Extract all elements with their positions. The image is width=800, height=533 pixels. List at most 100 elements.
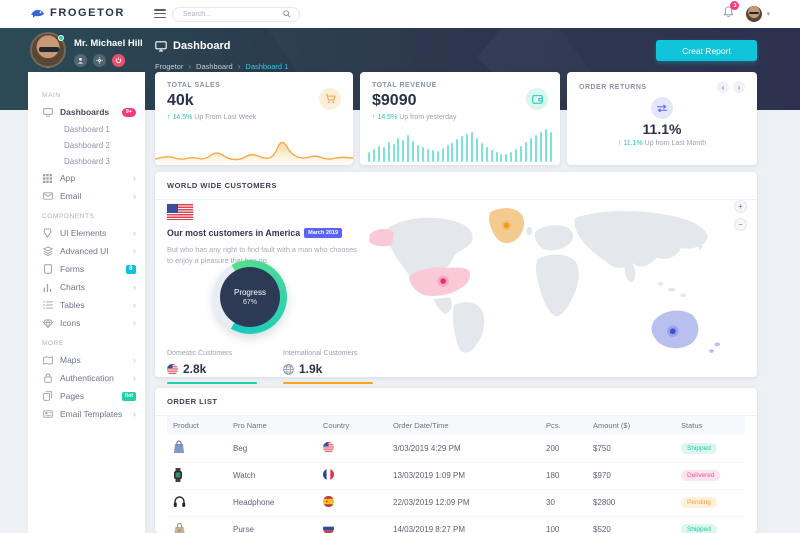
sidebar-item-dashboard-2[interactable]: Dashboard 2 (64, 140, 110, 150)
search-icon (283, 10, 291, 18)
column-header: Pcs. (544, 416, 591, 435)
order-amount: $970 (591, 462, 679, 490)
prev-button[interactable]: ‹ (717, 81, 729, 93)
order-date: 14/03/2019 8:27 PM (391, 516, 544, 533)
world-wide-customers-card: WORLD WIDE CUSTOMERS Our most customers … (155, 172, 757, 384)
chevron-right-icon: › (133, 317, 136, 328)
chevron-down-icon: ▾ (766, 11, 770, 18)
next-button[interactable]: › (733, 81, 745, 93)
table-row[interactable]: Watch 13/03/2019 1:09 PM 180 $970 Delive… (167, 462, 745, 490)
sidebar-item-ui-elements[interactable]: UI Elements › (28, 224, 145, 242)
status-badge: Pending (681, 497, 717, 508)
chevron-right-icon: › (133, 372, 136, 383)
list-icon (42, 301, 53, 309)
purse-icon (174, 522, 185, 533)
search-box[interactable] (172, 6, 300, 22)
sidebar-item-authentication[interactable]: Authentication › (28, 369, 145, 387)
globe-icon (283, 363, 294, 375)
monitor-icon (42, 107, 53, 117)
order-date: 3/03/2019 4:29 PM (391, 435, 544, 463)
order-date: 13/03/2019 1:09 PM (391, 462, 544, 490)
create-report-button[interactable]: Creat Report (656, 40, 757, 61)
column-header: Order Date/Time (391, 416, 544, 435)
us-flag-icon (167, 363, 178, 375)
sidebar-item-dashboard-3[interactable]: Dashboard 3 (64, 156, 110, 166)
settings-button[interactable] (93, 54, 106, 67)
top-navbar: FROGETOR 3 ▾ (0, 0, 800, 28)
table-header-row: Product Pro Name Country Order Date/Time… (167, 416, 745, 435)
world-paragraph: But who has any right to find fault with… (167, 245, 357, 266)
dashboards-badge: 9+ (121, 107, 136, 117)
stat-label: TOTAL REVENUE (372, 82, 437, 89)
sidebar-item-maps[interactable]: Maps › (28, 351, 145, 369)
order-pcs: 30 (544, 489, 591, 517)
stat-value: 2.8k (183, 362, 207, 376)
sidebar-item-label: Email (60, 191, 82, 201)
breadcrumb-item[interactable]: Frogetor (155, 62, 184, 71)
spain-flag-icon (323, 496, 334, 507)
brand-text: FROGETOR (50, 7, 125, 19)
domestic-customers-stat: Domestic Customers 2.8k (167, 350, 257, 384)
panel-title: ORDER LIST (155, 388, 757, 416)
sidebar-item-label: Pages (60, 391, 85, 401)
sidebar-item-label: Forms (60, 264, 85, 274)
avatar (746, 6, 763, 22)
usa-flag (167, 204, 193, 220)
order-amount: $520 (591, 516, 679, 533)
revenue-bars-chart (368, 128, 552, 162)
chevron-right-icon: › (133, 227, 136, 238)
user-menu[interactable]: ▾ (746, 6, 770, 22)
person-icon (77, 57, 84, 64)
brand[interactable]: FROGETOR (30, 7, 125, 19)
sidebar-item-advanced-ui[interactable]: Advanced UI › (28, 242, 145, 260)
frogetor-logo-icon (31, 9, 44, 18)
column-header: Pro Name (231, 416, 321, 435)
column-header: Product (167, 416, 231, 435)
breadcrumb: Frogetor › Dashboard › Dashboard 1 (155, 62, 288, 71)
sidebar-item-icons[interactable]: Icons › (28, 314, 145, 332)
chevron-right-icon: › (133, 354, 136, 365)
table-row[interactable]: Beg 3/03/2019 4:29 PM 200 $750 Shipped (167, 435, 745, 463)
map-marker-usa (440, 278, 446, 284)
world-map[interactable] (360, 198, 738, 368)
notifications-button[interactable]: 3 (723, 1, 740, 23)
sidebar-item-email[interactable]: Email › (28, 187, 145, 205)
breadcrumb-item[interactable]: Dashboard (196, 62, 233, 71)
international-customers-stat: International Customers 1.9k (283, 350, 373, 384)
pages-badge: Hot (121, 391, 136, 401)
sidebar-item-forms[interactable]: Forms 8 (28, 260, 145, 278)
map-zoom-in-button[interactable]: + (734, 200, 747, 213)
order-name: Watch (231, 462, 321, 490)
badge-icon (42, 228, 53, 238)
search-input[interactable] (173, 10, 283, 18)
sidebar-item-dashboards[interactable]: Dashboards 9+ (28, 103, 145, 121)
progress-ring: Progress 67% (213, 260, 287, 334)
order-name: Headphone (231, 489, 321, 517)
bar-chart-icon (42, 283, 53, 292)
order-table: Product Pro Name Country Order Date/Time… (167, 416, 745, 533)
swap-arrows-icon (651, 97, 673, 119)
order-pcs: 180 (544, 462, 591, 490)
avatar[interactable] (30, 32, 66, 68)
sidebar-item-label: Icons (60, 318, 81, 328)
column-header: Amount ($) (591, 416, 679, 435)
sidebar-item-tables[interactable]: Tables › (28, 296, 145, 314)
stat-delta: ↑ 14.5% Up from yesterday (372, 114, 457, 121)
sidebar-item-charts[interactable]: Charts › (28, 278, 145, 296)
sidebar-item-app[interactable]: App › (28, 169, 145, 187)
total-sales-card: TOTAL SALES 40k ↑ 14.5% Up From Last Wee… (155, 72, 353, 165)
table-row[interactable]: Purse 14/03/2019 8:27 PM 100 $520 Shippe… (167, 516, 745, 533)
table-row[interactable]: Headphone 22/03/2019 12:09 PM 30 $2800 P… (167, 489, 745, 517)
logout-button[interactable] (112, 54, 125, 67)
order-amount: $2800 (591, 489, 679, 517)
sidebar-item-email-templates[interactable]: Email Templates › (28, 405, 145, 423)
menu-toggle-icon[interactable] (154, 9, 166, 19)
profile-button[interactable] (74, 54, 87, 67)
sidebar-item-pages[interactable]: Pages Hot (28, 387, 145, 405)
sidebar-item-label: App (60, 173, 76, 183)
total-revenue-card: TOTAL REVENUE $9090 ↑ 14.5% Up from yest… (360, 72, 560, 165)
sidebar-item-dashboard-1[interactable]: Dashboard 1 (64, 124, 110, 134)
stat-delta: ↑ 11.1% Up from Last Month (617, 140, 707, 147)
map-zoom-out-button[interactable]: − (734, 218, 747, 231)
stat-value: 11.1% (642, 121, 682, 137)
